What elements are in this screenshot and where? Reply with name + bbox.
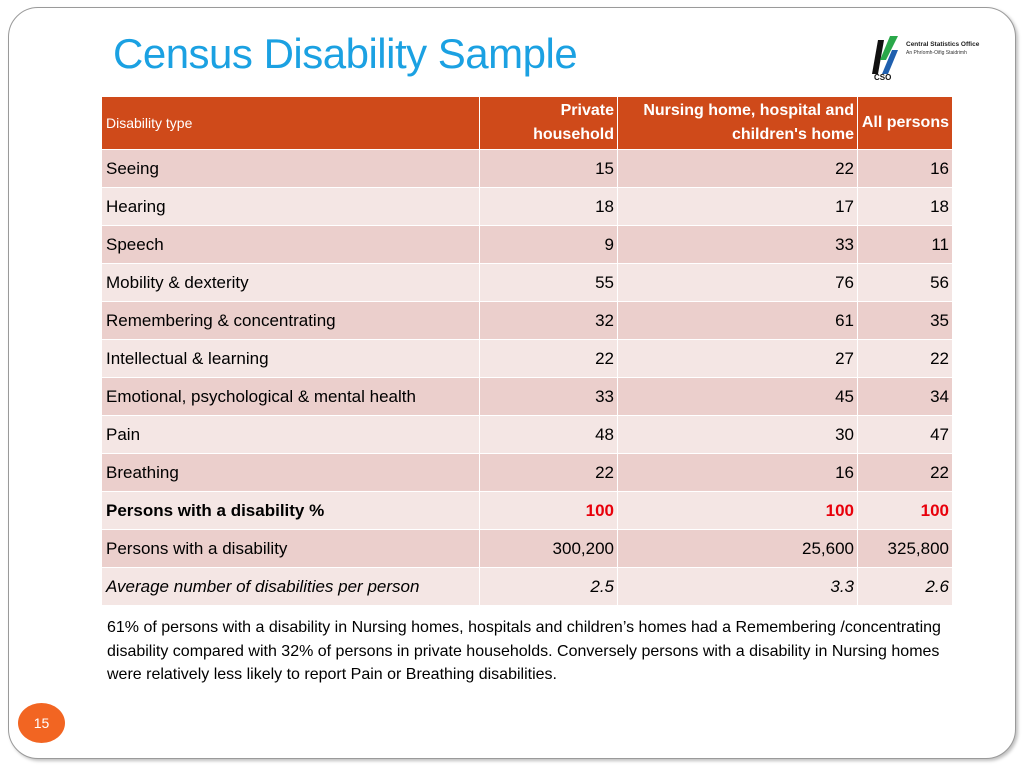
table-row: Hearing 18 17 18 [101,187,953,226]
disability-table: Disability type Private household Nursin… [101,96,953,606]
cell-private-household: 2.5 [479,567,618,606]
cell-private-household: 22 [479,453,618,492]
table-row: Remembering & concentrating 32 61 35 [101,301,953,340]
cell-nursing-home: 27 [617,339,858,378]
logo-line-2: An Phríomh-Oifig Staidrimh [906,50,967,56]
cso-logo: CSO Central Statistics Office An Phríomh… [868,30,986,82]
cell-private-household: 100 [479,491,618,530]
cell-all-persons: 22 [857,339,953,378]
slide-title: Census Disability Sample [113,30,578,77]
cell-nursing-home: 3.3 [617,567,858,606]
header-disability-type: Disability type [101,96,480,150]
header-all-persons: All persons [857,96,953,150]
cell-private-household: 300,200 [479,529,618,568]
cell-private-household: 33 [479,377,618,416]
cell-nursing-home: 25,600 [617,529,858,568]
row-label: Mobility & dexterity [101,263,480,302]
table-row: Emotional, psychological & mental health… [101,377,953,416]
cell-all-persons: 56 [857,263,953,302]
svg-text:CSO: CSO [874,73,891,82]
row-label: Seeing [101,149,480,188]
table-row: Speech 9 33 11 [101,225,953,264]
cell-nursing-home: 22 [617,149,858,188]
row-label: Average number of disabilities per perso… [101,567,480,606]
table-row-count: Persons with a disability 300,200 25,600… [101,529,953,568]
row-label: Emotional, psychological & mental health [101,377,480,416]
row-label: Pain [101,415,480,454]
table-row: Pain 48 30 47 [101,415,953,454]
table-row: Seeing 15 22 16 [101,149,953,188]
cell-private-household: 55 [479,263,618,302]
cell-all-persons: 11 [857,225,953,264]
cell-all-persons: 16 [857,149,953,188]
summary-note: 61% of persons with a disability in Nurs… [107,619,941,683]
cell-all-persons: 35 [857,301,953,340]
cell-nursing-home: 76 [617,263,858,302]
row-label: Hearing [101,187,480,226]
page-number: 15 [33,715,50,731]
row-label: Remembering & concentrating [101,301,480,340]
table-row: Mobility & dexterity 55 76 56 [101,263,953,302]
cell-private-household: 48 [479,415,618,454]
cell-all-persons: 47 [857,415,953,454]
page-number-badge: 15 [18,703,65,743]
cell-all-persons: 325,800 [857,529,953,568]
cell-private-household: 15 [479,149,618,188]
row-label: Breathing [101,453,480,492]
logo-line-1: Central Statistics Office [906,41,980,48]
table-row-percent-total: Persons with a disability % 100 100 100 [101,491,953,530]
table-row: Intellectual & learning 22 27 22 [101,339,953,378]
cell-all-persons: 100 [857,491,953,530]
cell-all-persons: 18 [857,187,953,226]
row-label: Intellectual & learning [101,339,480,378]
cell-all-persons: 22 [857,453,953,492]
cell-nursing-home: 45 [617,377,858,416]
cell-private-household: 9 [479,225,618,264]
header-nursing-home: Nursing home, hospital and children's ho… [617,96,858,150]
cell-private-household: 18 [479,187,618,226]
cell-nursing-home: 16 [617,453,858,492]
header-private-household: Private household [479,96,618,150]
cell-nursing-home: 33 [617,225,858,264]
cell-nursing-home: 30 [617,415,858,454]
cell-all-persons: 2.6 [857,567,953,606]
cell-private-household: 22 [479,339,618,378]
table-row: Breathing 22 16 22 [101,453,953,492]
table-header-row: Disability type Private household Nursin… [101,96,953,150]
cell-nursing-home: 100 [617,491,858,530]
cell-private-household: 32 [479,301,618,340]
row-label: Speech [101,225,480,264]
table-row-average: Average number of disabilities per perso… [101,567,953,606]
cell-all-persons: 34 [857,377,953,416]
row-label: Persons with a disability % [101,491,480,530]
cell-nursing-home: 17 [617,187,858,226]
row-label: Persons with a disability [101,529,480,568]
cso-logo-mark-icon: CSO [870,32,902,82]
cell-nursing-home: 61 [617,301,858,340]
